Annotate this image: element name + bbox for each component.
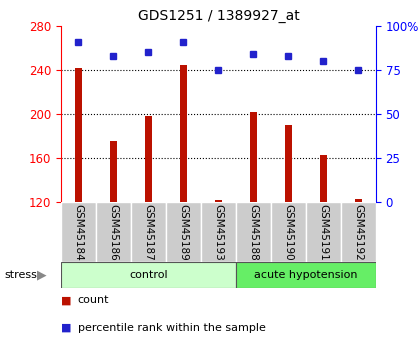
Bar xyxy=(61,262,236,288)
Bar xyxy=(236,202,271,262)
Bar xyxy=(236,262,376,288)
Bar xyxy=(180,66,186,202)
Text: GSM45186: GSM45186 xyxy=(108,204,118,260)
Bar xyxy=(201,202,236,262)
Bar xyxy=(166,202,201,262)
Text: GSM45188: GSM45188 xyxy=(248,204,258,260)
Bar xyxy=(306,202,341,262)
Text: acute hypotension: acute hypotension xyxy=(254,270,358,280)
Bar xyxy=(320,155,327,202)
Text: ▶: ▶ xyxy=(37,269,47,282)
Bar xyxy=(355,198,362,202)
Bar xyxy=(145,116,152,202)
Bar xyxy=(215,200,222,202)
Text: GSM45189: GSM45189 xyxy=(178,204,189,260)
Text: control: control xyxy=(129,270,168,280)
Text: GSM45190: GSM45190 xyxy=(284,204,294,260)
Bar xyxy=(285,125,291,202)
Title: GDS1251 / 1389927_at: GDS1251 / 1389927_at xyxy=(137,9,299,23)
Bar xyxy=(110,141,117,202)
Bar xyxy=(250,112,257,202)
Text: GSM45193: GSM45193 xyxy=(213,204,223,260)
Bar xyxy=(271,202,306,262)
Bar xyxy=(75,68,81,202)
Text: GSM45184: GSM45184 xyxy=(74,204,84,260)
Bar xyxy=(96,202,131,262)
Bar xyxy=(61,202,96,262)
Bar xyxy=(341,202,376,262)
Bar xyxy=(131,202,166,262)
Text: ■: ■ xyxy=(61,323,71,333)
Text: percentile rank within the sample: percentile rank within the sample xyxy=(78,323,265,333)
Text: GSM45187: GSM45187 xyxy=(143,204,153,260)
Text: stress: stress xyxy=(4,270,37,280)
Text: ■: ■ xyxy=(61,295,71,305)
Text: GSM45191: GSM45191 xyxy=(318,204,328,260)
Text: GSM45192: GSM45192 xyxy=(353,204,363,260)
Text: count: count xyxy=(78,295,109,305)
